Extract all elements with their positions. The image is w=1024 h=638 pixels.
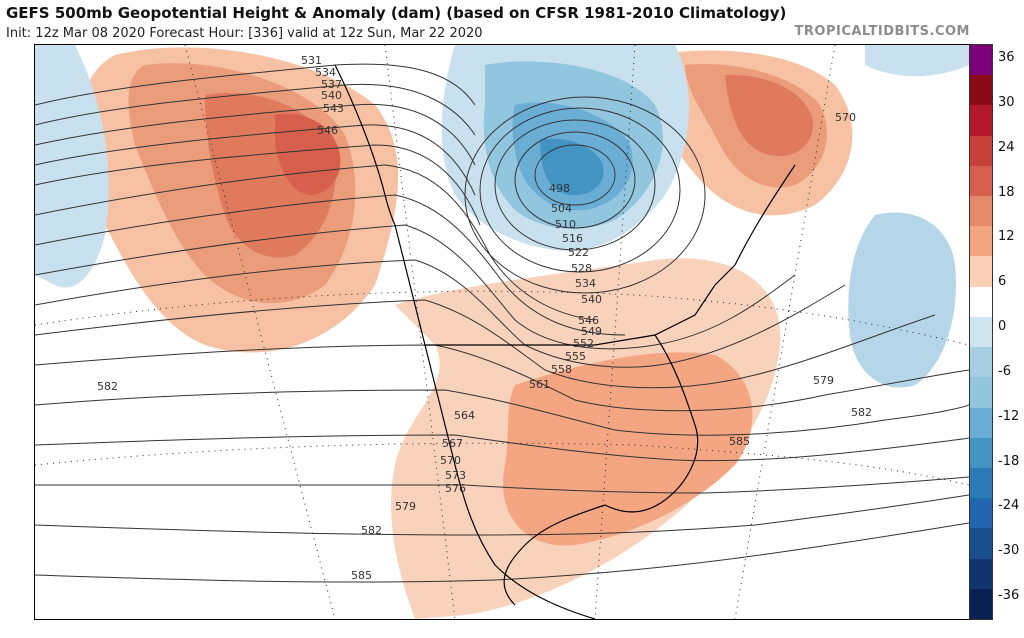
contour-label: 567 bbox=[442, 437, 463, 450]
colorbar-label: 24 bbox=[998, 139, 1015, 155]
contour-label: 564 bbox=[454, 409, 475, 422]
chart-subtitle: Init: 12z Mar 08 2020 Forecast Hour: [33… bbox=[6, 26, 483, 41]
colorbar-label: -24 bbox=[998, 498, 1020, 514]
colorbar-label: 36 bbox=[998, 50, 1015, 65]
contour-label: 585 bbox=[351, 569, 372, 582]
colorbar-segment bbox=[970, 347, 992, 378]
colorbar-segment bbox=[970, 226, 992, 257]
colorbar-segment bbox=[970, 467, 992, 499]
map-panel: 531 534 537 540 543 546 570 498 504 510 … bbox=[34, 44, 970, 620]
contour-label: 570 bbox=[835, 111, 856, 124]
contour-labels: 531 534 537 540 543 546 570 498 504 510 … bbox=[97, 54, 872, 582]
map-svg: 531 534 537 540 543 546 570 498 504 510 … bbox=[35, 45, 969, 619]
colorbar-segment bbox=[970, 256, 992, 288]
contour-label: 546 bbox=[578, 314, 599, 327]
contour-label: 570 bbox=[440, 454, 461, 467]
contour-label: 531 bbox=[301, 54, 322, 67]
contour-label: 579 bbox=[813, 374, 834, 387]
colorbar-label: 18 bbox=[998, 184, 1015, 200]
contour-label: 555 bbox=[565, 350, 586, 363]
contour-label: 543 bbox=[323, 102, 344, 115]
contour-label: 498 bbox=[549, 182, 570, 195]
colorbar-label: 30 bbox=[998, 94, 1015, 110]
contour-label: 576 bbox=[445, 482, 466, 495]
colorbar-segment bbox=[970, 588, 992, 620]
contour-label: 561 bbox=[529, 378, 550, 391]
colorbar-label: 12 bbox=[998, 229, 1015, 245]
contour-label: 573 bbox=[445, 469, 466, 482]
colorbar-segment bbox=[970, 105, 992, 137]
contour-label: 534 bbox=[315, 66, 336, 79]
contour-label: 540 bbox=[581, 293, 602, 306]
colorbar-segment bbox=[970, 437, 992, 469]
colorbar-segment bbox=[970, 528, 992, 560]
contour-label: 585 bbox=[729, 435, 750, 448]
contour-label: 582 bbox=[97, 380, 118, 393]
colorbar-label: -6 bbox=[998, 363, 1011, 379]
colorbar-segment bbox=[970, 196, 992, 227]
colorbar-segment bbox=[970, 558, 992, 590]
contour-label: 540 bbox=[321, 89, 342, 102]
graticule bbox=[35, 45, 969, 619]
colorbar-label: -30 bbox=[998, 543, 1020, 559]
colorbar-segment bbox=[970, 498, 992, 529]
chart-title: GEFS 500mb Geopotential Height & Anomaly… bbox=[6, 4, 787, 22]
colorbar-segment bbox=[970, 135, 992, 167]
height-contours bbox=[35, 63, 969, 583]
colorbar-label: 0 bbox=[998, 319, 1007, 335]
contour-label: 579 bbox=[395, 500, 416, 513]
colorbar-segment bbox=[970, 407, 992, 439]
contour-label: 510 bbox=[555, 218, 576, 231]
positive-anomaly-shading bbox=[77, 47, 853, 619]
anomaly-colorbar bbox=[969, 44, 993, 620]
contour-label: 549 bbox=[581, 325, 602, 338]
contour-label: 582 bbox=[361, 524, 382, 537]
colorbar-segment bbox=[970, 45, 992, 76]
contour-label: 504 bbox=[551, 202, 572, 215]
contour-label: 582 bbox=[851, 406, 872, 419]
colorbar-segment bbox=[970, 316, 992, 348]
colorbar-label: 6 bbox=[998, 274, 1007, 290]
contour-label: 546 bbox=[317, 124, 338, 137]
coastlines bbox=[334, 64, 796, 619]
contour-label: 558 bbox=[551, 363, 572, 376]
contour-label: 528 bbox=[571, 262, 592, 275]
colorbar-label: -36 bbox=[998, 588, 1020, 604]
colorbar-segment bbox=[970, 75, 992, 106]
colorbar-segment bbox=[970, 165, 992, 197]
contour-label: 534 bbox=[575, 277, 596, 290]
contour-label: 516 bbox=[562, 232, 583, 245]
colorbar-segment bbox=[970, 377, 992, 409]
colorbar-segment bbox=[970, 286, 992, 318]
negative-anomaly-shading bbox=[35, 45, 969, 388]
colorbar-label: -12 bbox=[998, 408, 1020, 424]
contour-label: 552 bbox=[573, 337, 594, 350]
colorbar-label: -18 bbox=[998, 453, 1020, 469]
contour-label: 537 bbox=[321, 78, 342, 91]
contour-label: 522 bbox=[568, 246, 589, 259]
brand-watermark: TROPICALTIDBITS.COM bbox=[794, 24, 970, 39]
